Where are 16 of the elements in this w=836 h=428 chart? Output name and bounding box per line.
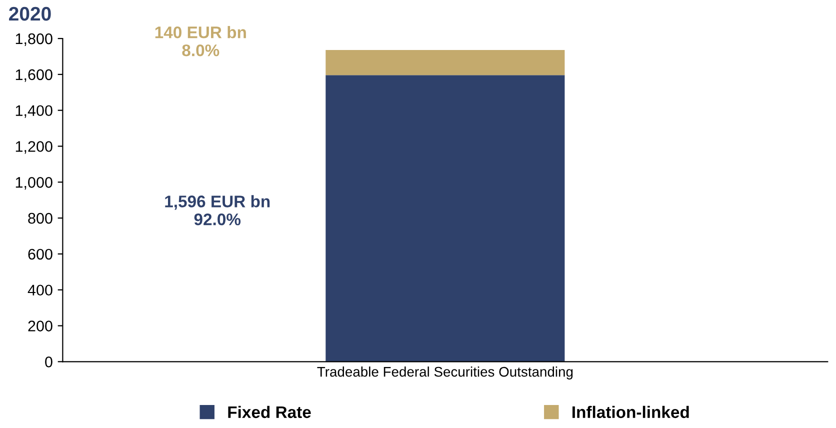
y-tick-label: 600 [28,248,52,260]
y-tick-label: 1,400 [16,105,52,118]
y-tick-label: 1,600 [16,69,52,82]
y-tick-label: 800 [28,212,52,224]
y-tick-label: 1,000 [16,177,52,190]
chart-title: 2020 [9,6,51,21]
annotation: 1,596 EUR bn 92.0% [165,195,270,226]
annotation: 140 EUR bn 8.0% [155,26,246,56]
y-tick-label: 400 [28,284,52,296]
legend-label: Inflation-linked [572,406,689,418]
y-tick-label: 0 [45,356,52,368]
y-tick-label: 1,800 [16,33,52,46]
x-tick-label: Tradeable Federal Securities Outstanding [317,366,573,380]
legend-label: Fixed Rate [228,406,311,418]
y-tick-label: 1,200 [16,141,52,154]
y-tick-label: 200 [28,320,52,332]
